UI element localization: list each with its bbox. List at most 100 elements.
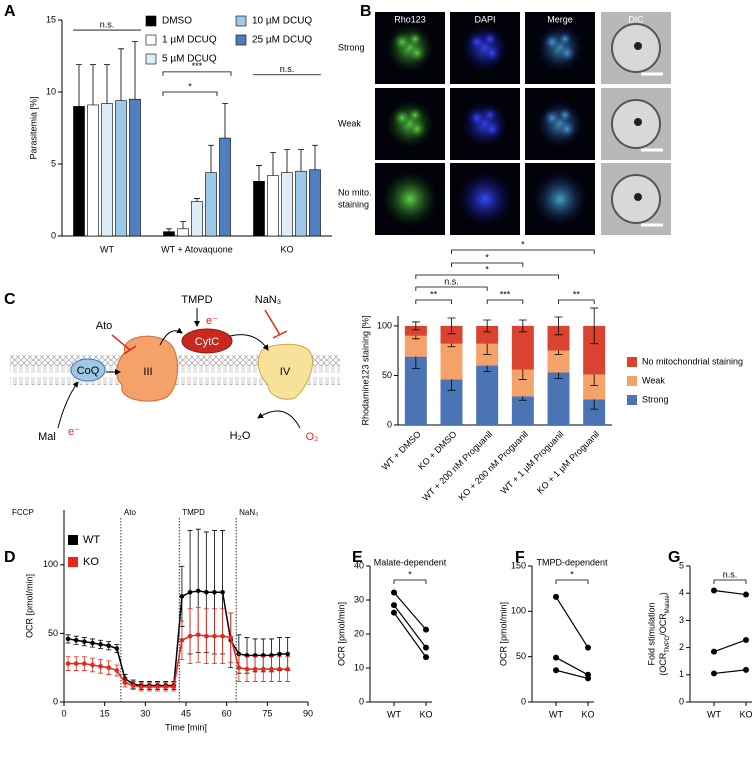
point xyxy=(90,640,95,646)
cell-signal xyxy=(542,32,562,52)
point xyxy=(553,667,559,674)
point xyxy=(285,651,290,657)
significance-label: n.s. xyxy=(723,569,738,579)
panel-label: B xyxy=(360,3,372,20)
point xyxy=(90,662,95,668)
label: III xyxy=(143,366,152,378)
bar xyxy=(309,169,321,237)
y-axis-label-part: Malate xyxy=(665,595,671,614)
point xyxy=(711,670,717,677)
legend-swatch xyxy=(145,34,157,46)
error-bar xyxy=(270,152,276,176)
error-bar xyxy=(483,319,492,333)
x-tick-label: 45 xyxy=(181,708,191,718)
event-label: NaN₃ xyxy=(239,508,258,517)
point xyxy=(423,654,429,661)
significance-bracket xyxy=(162,91,218,96)
point xyxy=(391,609,397,616)
point xyxy=(553,654,559,661)
point xyxy=(553,593,559,600)
pair-line xyxy=(393,604,427,648)
error-bar xyxy=(447,317,456,335)
row-label: No mito. xyxy=(338,187,372,197)
point xyxy=(195,588,201,594)
bar-segment xyxy=(547,372,570,425)
bar-segment xyxy=(547,350,570,373)
coq-shape xyxy=(70,358,106,382)
point xyxy=(179,637,185,643)
point xyxy=(65,636,71,642)
bar xyxy=(87,104,99,237)
x-tick-label: KO xyxy=(739,709,752,719)
cell-signal xyxy=(482,107,498,123)
bar xyxy=(191,201,203,237)
point xyxy=(73,661,79,666)
legend-swatch xyxy=(627,357,637,367)
cell-signal xyxy=(542,108,562,128)
x-tick-label: 90 xyxy=(303,708,313,718)
error-bar xyxy=(312,144,318,170)
bar-segment xyxy=(511,369,534,397)
point xyxy=(269,666,274,672)
bar xyxy=(253,180,265,237)
significance-bracket xyxy=(415,274,559,279)
y-tick-label: 3 xyxy=(679,615,684,625)
cell-signal xyxy=(467,108,487,128)
label: CoQ xyxy=(77,365,100,377)
cell-signal xyxy=(407,107,423,123)
y-axis-label: Fold stimulation xyxy=(646,602,656,665)
point xyxy=(391,602,397,609)
x-tick-label: 75 xyxy=(262,708,272,718)
legend-swatch xyxy=(627,395,637,405)
point xyxy=(212,633,217,639)
y-axis-label-part: TMPD xyxy=(665,635,671,653)
significance-label: * xyxy=(485,252,489,262)
significance-bracket xyxy=(486,299,524,304)
bar xyxy=(219,137,231,237)
panel-label: F xyxy=(515,549,525,566)
point xyxy=(743,591,749,598)
legend-label: 1 µM DCUQ xyxy=(162,35,217,46)
point xyxy=(138,684,144,690)
label: O₂ xyxy=(306,431,319,443)
label: TMPD xyxy=(181,294,212,306)
bar-segment xyxy=(404,335,427,357)
legend-swatch xyxy=(68,535,78,545)
y-tick-label: 0 xyxy=(359,696,364,706)
bar xyxy=(205,172,217,237)
significance-bracket xyxy=(162,71,232,76)
row-label: Strong xyxy=(338,42,365,52)
bar xyxy=(281,172,293,237)
hemozoin xyxy=(634,193,642,201)
point xyxy=(130,683,136,688)
bar-segment xyxy=(440,325,463,344)
point xyxy=(147,684,152,690)
panel-label: C xyxy=(4,291,16,308)
y-tick-label: 1 xyxy=(679,669,684,679)
y-tick-label: 50 xyxy=(516,651,526,661)
y-tick-label: 100 xyxy=(43,559,58,569)
y-tick-label: 0 xyxy=(679,696,684,706)
point xyxy=(711,587,717,594)
point xyxy=(187,589,193,595)
significance-bracket xyxy=(415,299,452,304)
y-axis-label: Rhodamine123 staining [%] xyxy=(360,315,370,425)
cell-signal xyxy=(532,171,588,227)
error-bar xyxy=(222,103,228,139)
y-tick-label: 0 xyxy=(53,696,58,706)
point xyxy=(187,633,193,639)
x-tick-label: WT + Atovaquone xyxy=(161,244,233,254)
significance-label: *** xyxy=(500,289,511,299)
label: e⁻ xyxy=(206,315,218,327)
cell-signal xyxy=(557,43,577,63)
label: NaN₃ xyxy=(255,294,282,306)
error-bar xyxy=(104,64,110,104)
error-bar xyxy=(284,149,290,173)
bar xyxy=(267,175,279,237)
y-tick-label: 5 xyxy=(679,560,684,570)
y-tick-label: 4 xyxy=(679,588,684,598)
significance-label: n.s. xyxy=(280,64,295,74)
point xyxy=(252,666,258,672)
point xyxy=(585,644,591,651)
point xyxy=(98,664,103,669)
